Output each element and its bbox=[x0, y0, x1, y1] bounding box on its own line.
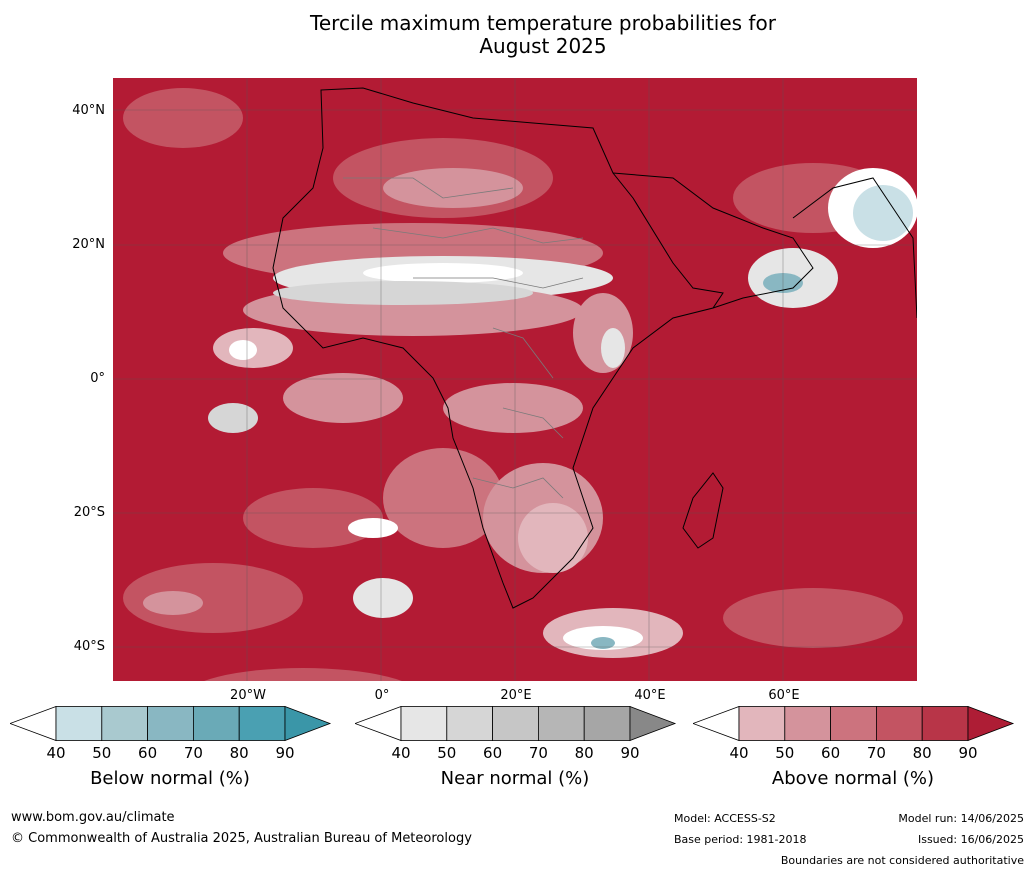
above-colorbar-bin-1 bbox=[738, 706, 786, 741]
footer-disclaimer: Boundaries are not considered authoritat… bbox=[780, 854, 1024, 867]
below-tick-label: 40 bbox=[46, 744, 66, 762]
near-colorbar-bin-2 bbox=[446, 706, 494, 741]
near-normal-colorbar bbox=[355, 706, 677, 742]
above-colorbar-bin-2 bbox=[784, 706, 832, 741]
footer-url: www.bom.gov.au/climate bbox=[11, 810, 175, 825]
below-colorbar-bin-5 bbox=[238, 706, 286, 741]
below-normal-colorbar bbox=[10, 706, 332, 742]
map-svg bbox=[113, 78, 917, 681]
above-tick-label: 70 bbox=[866, 744, 886, 762]
above-normal-colorbar bbox=[693, 706, 1015, 742]
near-tick-label: 80 bbox=[574, 744, 594, 762]
above-colorbar-bin-4 bbox=[875, 706, 923, 741]
near-normal-title: Near normal (%) bbox=[440, 768, 590, 789]
above-tick-label: 50 bbox=[775, 744, 795, 762]
below-tick-label: 70 bbox=[183, 744, 203, 762]
near-tick-label: 60 bbox=[483, 744, 503, 762]
footer-issued: Issued: 16/06/2025 bbox=[917, 833, 1024, 846]
below-colorbar-bin-3 bbox=[147, 706, 194, 741]
below-normal-title: Below normal (%) bbox=[90, 768, 250, 789]
near-colorbar-high-end bbox=[629, 706, 677, 742]
lat-label-0: 0° bbox=[90, 371, 105, 386]
below-colorbar-bin-1 bbox=[55, 706, 103, 741]
footer-model: Model: ACCESS-S2 bbox=[674, 812, 776, 825]
near-colorbar-bin-4 bbox=[537, 706, 585, 741]
lat-label-20n: 20°N bbox=[72, 237, 105, 252]
near-colorbar-bin-3 bbox=[492, 706, 539, 741]
map-title-line-2: August 2025 bbox=[479, 34, 607, 58]
below-tick-label: 80 bbox=[229, 744, 249, 762]
probability-map bbox=[113, 78, 917, 681]
above-normal-title: Above normal (%) bbox=[771, 768, 935, 789]
above-colorbar-bin-3 bbox=[830, 706, 877, 741]
below-tick-label: 50 bbox=[92, 744, 112, 762]
lon-label-0: 0° bbox=[374, 688, 390, 703]
near-colorbar-low-end bbox=[355, 706, 402, 742]
country-borders bbox=[343, 177, 584, 499]
lat-label-20s: 20°S bbox=[73, 505, 105, 520]
below-colorbar-bin-4 bbox=[192, 706, 240, 741]
near-colorbar-bin-1 bbox=[400, 706, 448, 741]
lon-label-40e: 40°E bbox=[634, 688, 666, 703]
above-tick-label: 80 bbox=[912, 744, 932, 762]
above-colorbar-bin-5 bbox=[921, 706, 969, 741]
near-tick-label: 90 bbox=[620, 744, 640, 762]
below-tick-label: 90 bbox=[275, 744, 295, 762]
lat-label-40n: 40°N bbox=[72, 103, 105, 118]
near-colorbar-bin-5 bbox=[583, 706, 631, 741]
lon-label-20w: 20°W bbox=[230, 688, 266, 703]
lon-label-20e: 20°E bbox=[500, 688, 532, 703]
lon-label-60e: 60°E bbox=[768, 688, 800, 703]
below-colorbar-low-end bbox=[10, 706, 57, 742]
coastlines bbox=[272, 87, 917, 609]
near-tick-label: 50 bbox=[437, 744, 457, 762]
graticule bbox=[113, 78, 917, 681]
near-tick-label: 70 bbox=[528, 744, 548, 762]
probability-patches bbox=[123, 88, 917, 681]
lat-label-40s: 40°S bbox=[73, 639, 105, 654]
near-tick-label: 40 bbox=[391, 744, 411, 762]
map-title-line-1: Tercile maximum temperature probabilitie… bbox=[310, 11, 776, 35]
footer-model-run: Model run: 14/06/2025 bbox=[898, 812, 1024, 825]
footer-copyright: © Commonwealth of Australia 2025, Austra… bbox=[11, 831, 472, 846]
below-colorbar-high-end bbox=[284, 706, 332, 742]
footer-base-period: Base period: 1981-2018 bbox=[674, 833, 807, 846]
below-colorbar-bin-2 bbox=[101, 706, 149, 741]
above-tick-label: 60 bbox=[821, 744, 841, 762]
above-tick-label: 90 bbox=[958, 744, 978, 762]
below-tick-label: 60 bbox=[138, 744, 158, 762]
above-colorbar-high-end bbox=[967, 706, 1015, 742]
above-colorbar-low-end bbox=[693, 706, 740, 742]
above-tick-label: 40 bbox=[729, 744, 749, 762]
